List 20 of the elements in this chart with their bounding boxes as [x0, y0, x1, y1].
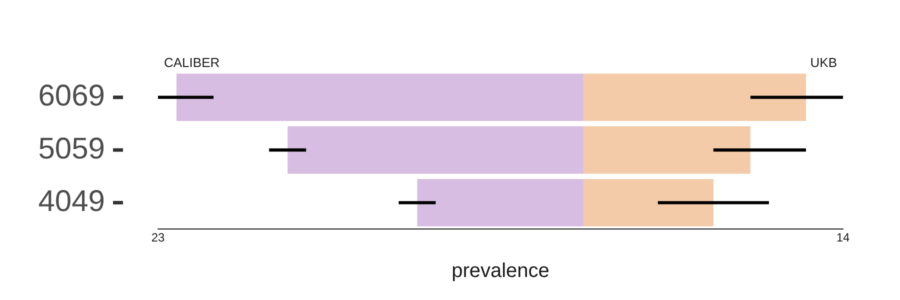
y-tick-label: 4049 — [38, 184, 105, 218]
bar — [158, 96, 214, 99]
bar — [176, 74, 584, 122]
bar — [584, 74, 806, 122]
bar — [713, 148, 806, 152]
series-label: CALIBER — [164, 55, 220, 70]
x-tick-label: 23 — [151, 230, 165, 245]
x-axis-title: prevalence — [452, 260, 550, 282]
y-tick-label: 6069 — [38, 80, 105, 113]
y-tick-label: 5059 — [38, 132, 105, 166]
x-tick-label: 14 — [836, 230, 850, 245]
bar — [658, 201, 769, 204]
bar — [584, 178, 714, 226]
bar — [398, 201, 436, 204]
bar — [269, 148, 306, 152]
bar — [750, 96, 843, 99]
series-label: UKB — [810, 55, 837, 70]
bar — [417, 178, 584, 226]
bar — [584, 126, 750, 174]
bar — [288, 126, 584, 174]
